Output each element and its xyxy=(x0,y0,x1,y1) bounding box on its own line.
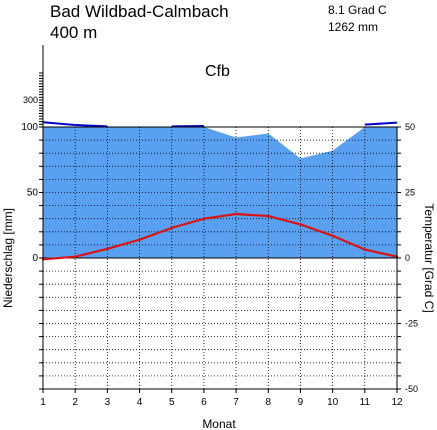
right-tick-label: 0 xyxy=(405,253,410,263)
left-tick-label: 50 xyxy=(27,188,39,199)
temperature-point xyxy=(138,238,141,241)
climate-class-label: Cfb xyxy=(205,63,230,80)
precipitation-excess-segment xyxy=(42,121,76,126)
x-tick-label: 5 xyxy=(169,397,175,408)
temperature-point xyxy=(267,214,270,218)
temperature-point xyxy=(299,223,302,226)
temperature-point xyxy=(202,217,206,220)
precipitation-area-layer xyxy=(42,121,398,258)
temperature-point xyxy=(170,226,173,230)
x-tick-label: 3 xyxy=(105,397,111,408)
x-tick-label: 12 xyxy=(391,397,403,408)
x-tick-label: 11 xyxy=(360,397,371,408)
precipitation-excess-segment xyxy=(364,121,398,126)
y-axis-label-left: Niederschlag [mm] xyxy=(1,208,15,308)
x-tick-label: 9 xyxy=(298,397,304,408)
left-tick-label: 0 xyxy=(32,253,38,264)
right-tick-label: -25 xyxy=(405,319,418,329)
x-tick-label: 1 xyxy=(40,397,46,408)
right-tick-label: 50 xyxy=(405,122,415,132)
x-axis-label: Monat xyxy=(202,417,236,430)
x-tick-label: 10 xyxy=(327,397,339,408)
right-tick-label: -50 xyxy=(405,384,418,394)
chart-title: Bad Wildbad-Calmbach xyxy=(50,2,229,21)
mean-temperature: 8.1 Grad C xyxy=(328,3,387,17)
left-tick-label: 100 xyxy=(21,122,38,133)
chart-subtitle: 400 m xyxy=(50,23,97,42)
temperature-point xyxy=(73,255,77,258)
temperature-point xyxy=(106,247,109,251)
temperature-line xyxy=(42,212,398,261)
precipitation-excess-segment xyxy=(75,123,108,128)
x-tick-label: 6 xyxy=(201,397,207,408)
right-tick-label: 25 xyxy=(405,188,415,198)
temperature-point xyxy=(363,248,367,251)
x-tick-label: 8 xyxy=(265,397,271,408)
annual-precipitation: 1262 mm xyxy=(328,20,378,34)
temperature-point xyxy=(234,212,238,216)
x-tick-label: 2 xyxy=(72,397,78,408)
x-tick-label: 7 xyxy=(233,397,239,408)
temperature-point xyxy=(331,234,334,237)
x-tick-label: 4 xyxy=(137,397,143,408)
left-tick-label: 300 xyxy=(23,95,38,105)
y-axis-label-right: Temperatur [Grad C] xyxy=(422,203,436,312)
